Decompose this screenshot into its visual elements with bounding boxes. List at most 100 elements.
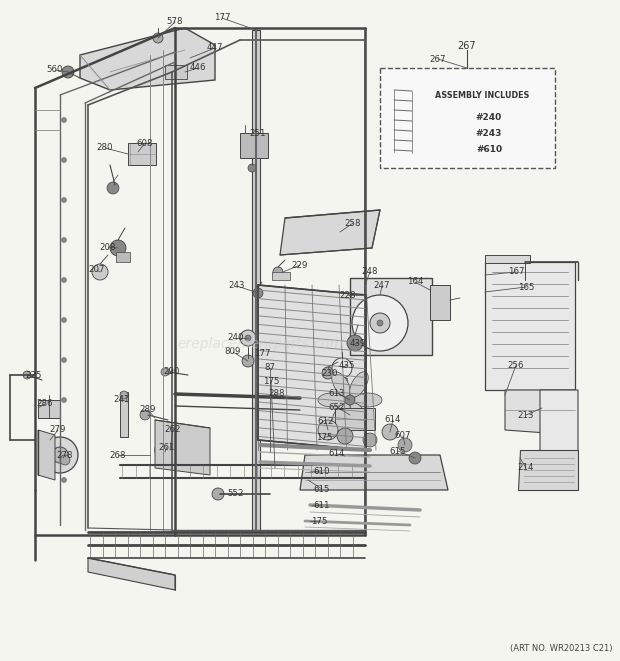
Polygon shape — [258, 285, 366, 450]
Bar — [272, 272, 290, 280]
Text: 230: 230 — [322, 368, 339, 377]
Circle shape — [61, 397, 66, 403]
Text: ereplacementparts.com: ereplacementparts.com — [177, 336, 343, 351]
Text: 286: 286 — [37, 399, 53, 408]
Text: 262: 262 — [165, 426, 181, 434]
Ellipse shape — [350, 371, 368, 397]
Text: 268: 268 — [110, 451, 126, 459]
Circle shape — [377, 320, 383, 326]
Text: 614: 614 — [385, 416, 401, 424]
Text: 258: 258 — [345, 219, 361, 227]
Circle shape — [120, 391, 128, 399]
Text: ASSEMBLY INCLUDES: ASSEMBLY INCLUDES — [435, 91, 529, 100]
Bar — [120, 392, 128, 437]
Bar — [252, 30, 260, 530]
Circle shape — [245, 335, 251, 341]
Text: 560: 560 — [46, 65, 63, 75]
Circle shape — [273, 267, 283, 277]
Text: 177: 177 — [254, 348, 270, 358]
Circle shape — [110, 240, 126, 256]
Bar — [430, 285, 450, 320]
Circle shape — [332, 358, 352, 378]
Circle shape — [212, 488, 224, 500]
Text: 578: 578 — [167, 17, 184, 26]
Ellipse shape — [354, 393, 382, 407]
Text: 175: 175 — [316, 432, 332, 442]
Text: 175: 175 — [311, 516, 327, 525]
Text: 208: 208 — [100, 243, 117, 251]
Circle shape — [352, 295, 408, 351]
Circle shape — [23, 371, 31, 379]
Circle shape — [161, 368, 169, 376]
Bar — [165, 65, 187, 79]
Polygon shape — [300, 455, 448, 490]
Circle shape — [153, 33, 163, 43]
Bar — [337, 378, 347, 386]
Circle shape — [242, 355, 254, 367]
Text: 267: 267 — [458, 41, 476, 51]
Text: 278: 278 — [57, 451, 73, 461]
Polygon shape — [38, 430, 55, 480]
Text: 280: 280 — [97, 143, 113, 153]
Polygon shape — [485, 255, 530, 263]
Text: #610: #610 — [476, 145, 502, 155]
Text: 247: 247 — [374, 282, 390, 290]
Circle shape — [61, 358, 66, 362]
Polygon shape — [155, 420, 210, 475]
Circle shape — [61, 477, 66, 483]
Text: 447: 447 — [206, 44, 223, 52]
Polygon shape — [505, 390, 575, 435]
Circle shape — [61, 278, 66, 282]
Circle shape — [322, 367, 334, 379]
Text: 809: 809 — [225, 348, 241, 356]
Circle shape — [62, 66, 74, 78]
Circle shape — [92, 264, 108, 280]
Circle shape — [363, 433, 377, 447]
Text: 256: 256 — [508, 360, 525, 369]
Circle shape — [107, 182, 119, 194]
Ellipse shape — [350, 403, 368, 428]
Bar — [240, 133, 268, 158]
Text: 439: 439 — [350, 338, 366, 348]
Circle shape — [178, 436, 202, 460]
Text: 267: 267 — [430, 54, 446, 63]
Text: 207: 207 — [89, 266, 105, 274]
Bar — [128, 143, 156, 165]
Circle shape — [164, 444, 176, 456]
Text: 288: 288 — [268, 389, 285, 399]
Polygon shape — [350, 278, 432, 355]
Circle shape — [253, 288, 263, 298]
Polygon shape — [540, 390, 578, 470]
Circle shape — [61, 157, 66, 163]
Text: 607: 607 — [395, 432, 411, 440]
Text: 225: 225 — [26, 371, 42, 379]
Text: 167: 167 — [508, 268, 525, 276]
Text: 608: 608 — [137, 139, 153, 147]
Circle shape — [61, 118, 66, 122]
Circle shape — [168, 65, 182, 79]
Text: 87: 87 — [265, 364, 275, 373]
Ellipse shape — [332, 371, 350, 397]
Text: 652: 652 — [329, 403, 345, 412]
Text: 279: 279 — [50, 426, 66, 434]
Circle shape — [337, 428, 353, 444]
Text: 240: 240 — [228, 334, 244, 342]
Circle shape — [61, 198, 66, 202]
Bar — [116, 252, 130, 262]
Bar — [335, 408, 375, 430]
Ellipse shape — [318, 393, 346, 407]
FancyBboxPatch shape — [380, 68, 555, 168]
Text: 446: 446 — [190, 63, 206, 73]
Circle shape — [248, 164, 256, 172]
Text: #240: #240 — [476, 114, 502, 122]
Polygon shape — [280, 210, 380, 255]
Text: 610: 610 — [314, 467, 330, 475]
Text: (ART NO. WR20213 C21): (ART NO. WR20213 C21) — [510, 644, 612, 654]
Polygon shape — [80, 28, 215, 90]
Polygon shape — [518, 450, 578, 490]
Text: 248: 248 — [361, 268, 378, 276]
Circle shape — [370, 313, 390, 333]
Bar — [38, 400, 60, 418]
Circle shape — [382, 424, 398, 440]
Circle shape — [42, 437, 78, 473]
